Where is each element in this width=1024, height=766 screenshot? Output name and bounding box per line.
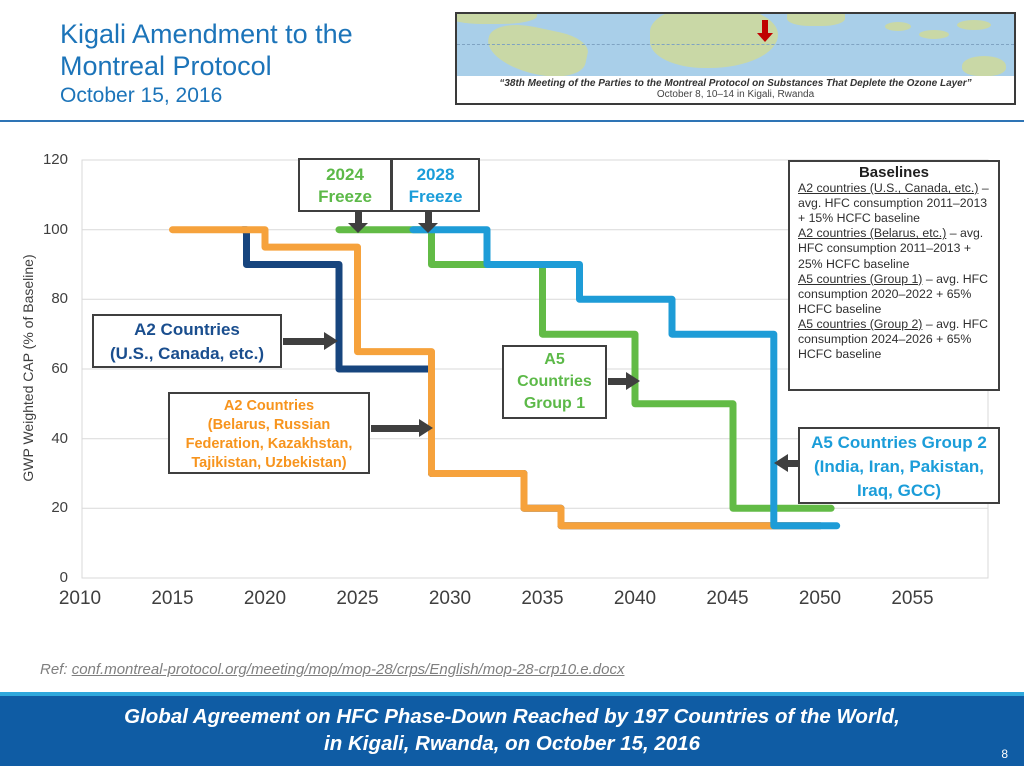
baseline-item: A5 countries (Group 1) – avg. HFC consum… [798, 272, 990, 317]
callout-line: Federation, Kazakhstan, [185, 436, 353, 452]
freeze-2024-arrow [348, 212, 368, 233]
x-axis-tick-label: 2035 [521, 588, 564, 609]
y-axis-tick-label: 100 [42, 220, 68, 238]
meeting-map-card: “38th Meeting of the Parties to the Mont… [455, 12, 1016, 105]
x-axis-tick-label: 2025 [336, 588, 379, 609]
baseline-item-text: – avg. HFC consumption 2011–2013 + 15% H… [798, 181, 989, 226]
x-axis-tick-label: 2040 [613, 588, 657, 609]
callout-a2-us: A2 Countries (U.S., Canada, etc.) [92, 314, 282, 368]
baselines-title: Baselines [858, 164, 930, 181]
map-island [957, 20, 991, 30]
baseline-item-lead: A2 countries (Belarus, etc.) [798, 226, 947, 241]
reference-prefix: Ref: [40, 661, 72, 678]
x-axis-tick-label: 2020 [243, 588, 287, 609]
y-axis-tick-label: 20 [51, 499, 68, 517]
freeze-2024-label: 2024 Freeze [298, 158, 392, 212]
reference-link[interactable]: conf.montreal-protocol.org/meeting/mop/m… [71, 661, 625, 678]
map-equator-line [457, 44, 1014, 45]
y-axis-tick-label: 80 [51, 290, 68, 308]
callout-line: A5 [544, 351, 565, 368]
callout-line: Iraq, GCC) [856, 481, 942, 500]
footer-banner-line2: in Kigali, Rwanda, on October 15, 2016 [324, 732, 700, 755]
callout-line: (India, Iran, Pakistan, [813, 457, 985, 476]
page-title-line2: Montreal Protocol [60, 51, 272, 81]
callout-line: Group 1 [523, 395, 586, 412]
y-axis-tick-label: 120 [42, 151, 68, 168]
freeze-2028-label: 2028 Freeze [391, 158, 480, 212]
page-subtitle-date: October 15, 2016 [60, 84, 223, 107]
callout-line: A2 Countries [134, 320, 240, 339]
page-number: 8 [1001, 747, 1008, 761]
baseline-item: A2 countries (Belarus, etc.) – avg. HFC … [798, 226, 990, 271]
callout-a2-us-arrow [283, 332, 338, 350]
callout-line: A2 Countries [223, 398, 315, 414]
baseline-item-text: – avg. HFC consumption 2011–2013 + 25% H… [798, 226, 984, 271]
y-axis-tick-label: 60 [51, 360, 68, 377]
footer-banner-body: Global Agreement on HFC Phase-Down Reach… [0, 696, 1024, 766]
x-axis-tick-label: 2015 [151, 588, 194, 609]
footer-banner-line1: Global Agreement on HFC Phase-Down Reach… [124, 705, 900, 728]
callout-line: (Belarus, Russian [207, 417, 331, 433]
callout-a2-belarus: A2 Countries (Belarus, Russian Federation,… [168, 392, 370, 474]
x-axis-tick-label: 2050 [798, 588, 842, 609]
baseline-item-lead: A5 countries (Group 1) [798, 271, 923, 286]
x-axis-tick-label: 2045 [706, 588, 749, 609]
y-axis-tick-label: 40 [51, 429, 68, 447]
callout-a5-group1-arrow [608, 372, 640, 390]
baselines-box: Baselines A2 countries (U.S., Canada, et… [788, 160, 1000, 391]
footer-banner: Global Agreement on HFC Phase-Down Reach… [0, 692, 1024, 766]
baseline-item-text: – avg. HFC consumption 2020–2022 + 65% H… [798, 271, 989, 316]
baselines-list: A2 countries (U.S., Canada, etc.) – avg.… [798, 181, 990, 362]
baseline-item-lead: A5 countries (Group 2) [798, 316, 923, 331]
callout-line: Tajikistan, Uzbekistan) [191, 455, 347, 471]
page-title: Kigali Amendment to the Montreal Protoco… [60, 18, 353, 82]
baseline-item-lead: A2 countries (U.S., Canada, etc.) [798, 181, 979, 196]
map-landmass-australia [962, 56, 1006, 76]
callout-line: (U.S., Canada, etc.) [110, 344, 264, 363]
map-landmass [787, 14, 845, 26]
baseline-item-text: – avg. HFC consumption 2024–2026 + 65% H… [798, 316, 989, 362]
freeze-2028-arrow [418, 212, 438, 233]
map-landmass [457, 14, 537, 24]
callout-a5-group2-arrow [774, 454, 799, 472]
page-title-line1: Kigali Amendment to the [60, 19, 353, 49]
callout-a2-belarus-arrow [371, 419, 433, 437]
callout-line: A5 Countries Group 2 [811, 433, 987, 452]
x-axis-tick-label: 2030 [428, 588, 472, 609]
map-island [885, 22, 911, 31]
callout-line: Countries [517, 373, 592, 390]
y-axis-tick-label: 0 [59, 569, 68, 586]
map-caption-line2: October 8, 10–14 in Kigali, Rwanda [656, 89, 815, 100]
callout-a5-group1: A5 Countries Group 1 [502, 345, 607, 419]
reference-line: Ref: conf.montreal-protocol.org/meeting/… [40, 661, 624, 678]
map-island [919, 30, 949, 39]
baseline-item: A5 countries (Group 2) – avg. HFC consum… [798, 317, 990, 362]
map-location-arrow-icon [757, 20, 773, 42]
baseline-item: A2 countries (U.S., Canada, etc.) – avg.… [798, 181, 990, 226]
x-axis-tick-label: 2055 [891, 588, 934, 609]
map-caption: “38th Meeting of the Parties to the Mont… [457, 76, 1014, 103]
map-image [457, 14, 1014, 76]
header-divider [0, 120, 1024, 122]
map-caption-line1: “38th Meeting of the Parties to the Mont… [499, 78, 972, 89]
callout-a5-group2: A5 Countries Group 2 (India, Iran, Pakist… [798, 427, 1000, 504]
x-axis-tick-label: 2010 [58, 588, 102, 609]
footer-banner-accent-strip [0, 692, 1024, 696]
